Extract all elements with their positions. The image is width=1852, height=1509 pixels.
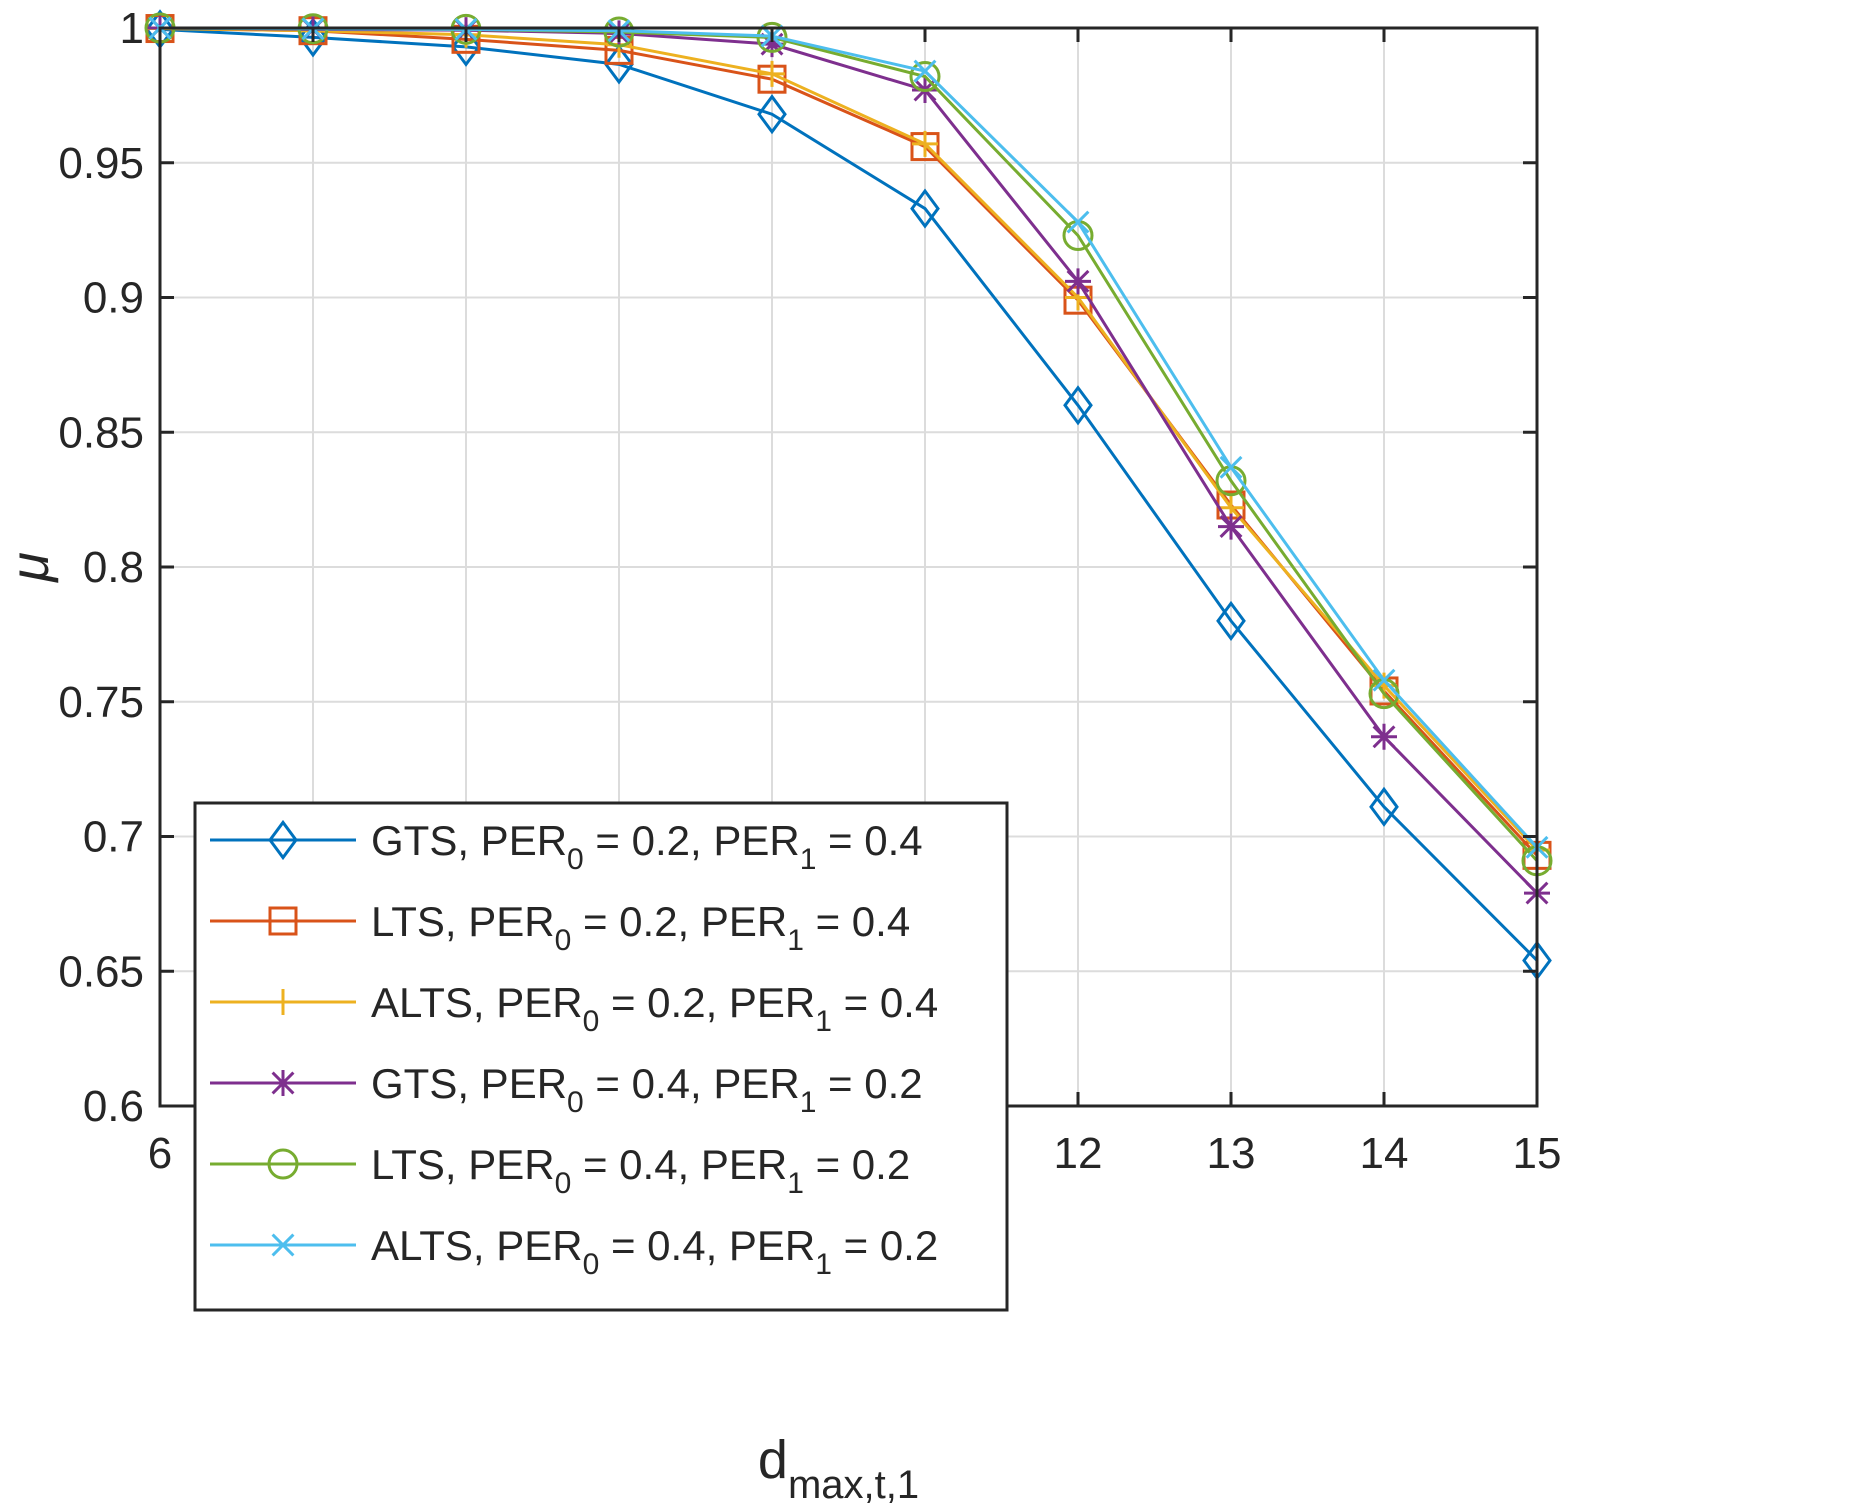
- data-point-s3-6: [1065, 268, 1091, 295]
- y-tick-labels: 0.6 0.65 0.7 0.75 0.8 0.85 0.9 0.95 1: [58, 4, 144, 1131]
- data-point-s0-6: [1063, 385, 1093, 426]
- x-axis-label-main: d: [758, 1430, 788, 1490]
- legend: GTS, PER0 = 0.2, PER1 = 0.4 LTS, PER0 = 0…: [193, 801, 1009, 1312]
- y-tick-label-7: 0.95: [58, 139, 144, 188]
- legend-marker-3: [270, 1070, 296, 1096]
- data-point-s3-7: [1218, 513, 1244, 540]
- data-point-s2-4: [759, 60, 785, 87]
- series-line-4: [159, 26, 1539, 862]
- legend-marker-4: [267, 1148, 299, 1180]
- data-point-s3-4: [759, 31, 785, 58]
- legend-marker-0: [268, 819, 298, 861]
- series-group: [144, 9, 1553, 981]
- series-3: [147, 15, 1550, 907]
- data-point-s5-8: [1372, 668, 1396, 692]
- data-point-s5-6: [1066, 210, 1090, 234]
- series-line-3: [159, 26, 1539, 895]
- series-line-2: [159, 27, 1539, 851]
- legend-label-3: GTS, PER0 = 0.4, PER1 = 0.2: [371, 1060, 923, 1119]
- x-tick-label-6: 12: [1054, 1129, 1103, 1178]
- data-point-s0-3: [604, 44, 634, 85]
- legend-label-1: LTS, PER0 = 0.2, PER1 = 0.4: [371, 898, 910, 957]
- legend-marker-2: [270, 989, 296, 1015]
- data-point-s4-4: [756, 21, 788, 53]
- legend-label-0: GTS, PER0 = 0.2, PER1 = 0.4: [371, 817, 923, 876]
- series-line-0: [159, 27, 1539, 962]
- series-2: [147, 15, 1550, 863]
- legend-box: [193, 801, 1009, 1312]
- legend-entry-0: GTS, PER0 = 0.2, PER1 = 0.4: [210, 817, 923, 876]
- y-tick-label-4: 0.8: [83, 543, 144, 592]
- x-tick-label-0: 6: [148, 1129, 172, 1178]
- series-line-5: [159, 26, 1539, 849]
- series-1: [145, 14, 1552, 870]
- series-4: [144, 12, 1553, 877]
- legend-entry-2: ALTS, PER0 = 0.2, PER1 = 0.4: [210, 979, 938, 1038]
- y-tick-label-6: 0.9: [83, 274, 144, 323]
- legend-marker-5: [271, 1233, 295, 1257]
- y-axis-label: μ: [0, 552, 60, 584]
- x-tick-label-7: 13: [1207, 1129, 1256, 1178]
- y-tick-label-0: 0.6: [83, 1082, 144, 1131]
- data-point-s0-8: [1369, 786, 1399, 827]
- data-point-s5-5: [913, 59, 937, 83]
- legend-label-5: ALTS, PER0 = 0.4, PER1 = 0.2: [371, 1222, 938, 1281]
- y-tick-label-8: 1: [120, 4, 144, 53]
- legend-label-4: LTS, PER0 = 0.4, PER1 = 0.2: [371, 1141, 910, 1200]
- data-point-s2-5: [912, 130, 938, 157]
- data-point-s0-7: [1216, 600, 1246, 641]
- legend-marker-1: [268, 906, 298, 936]
- data-point-s5-7: [1219, 455, 1243, 479]
- y-tick-label-5: 0.85: [58, 408, 144, 457]
- series-5: [148, 16, 1549, 859]
- data-point-s0-4: [757, 94, 787, 135]
- legend-entry-4: LTS, PER0 = 0.4, PER1 = 0.2: [210, 1141, 910, 1200]
- x-axis-label-sub: max,t,1: [788, 1463, 919, 1507]
- y-tick-label-3: 0.75: [58, 678, 144, 727]
- x-tick-label-9: 15: [1513, 1129, 1562, 1178]
- y-tick-label-1: 0.65: [58, 947, 144, 996]
- legend-entry-1: LTS, PER0 = 0.2, PER1 = 0.4: [210, 898, 910, 957]
- legend-entry-5: ALTS, PER0 = 0.4, PER1 = 0.2: [210, 1222, 938, 1281]
- y-tick-label-2: 0.7: [83, 813, 144, 862]
- legend-entry-3: GTS, PER0 = 0.4, PER1 = 0.2: [210, 1060, 923, 1119]
- x-axis-label: dmax,t,1: [758, 1430, 919, 1507]
- series-line-1: [159, 27, 1539, 857]
- legend-label-2: ALTS, PER0 = 0.2, PER1 = 0.4: [371, 979, 938, 1038]
- data-point-s3-8: [1371, 723, 1397, 750]
- data-point-s4-5: [909, 61, 941, 93]
- x-tick-label-8: 14: [1360, 1129, 1409, 1178]
- data-point-s0-5: [910, 188, 940, 229]
